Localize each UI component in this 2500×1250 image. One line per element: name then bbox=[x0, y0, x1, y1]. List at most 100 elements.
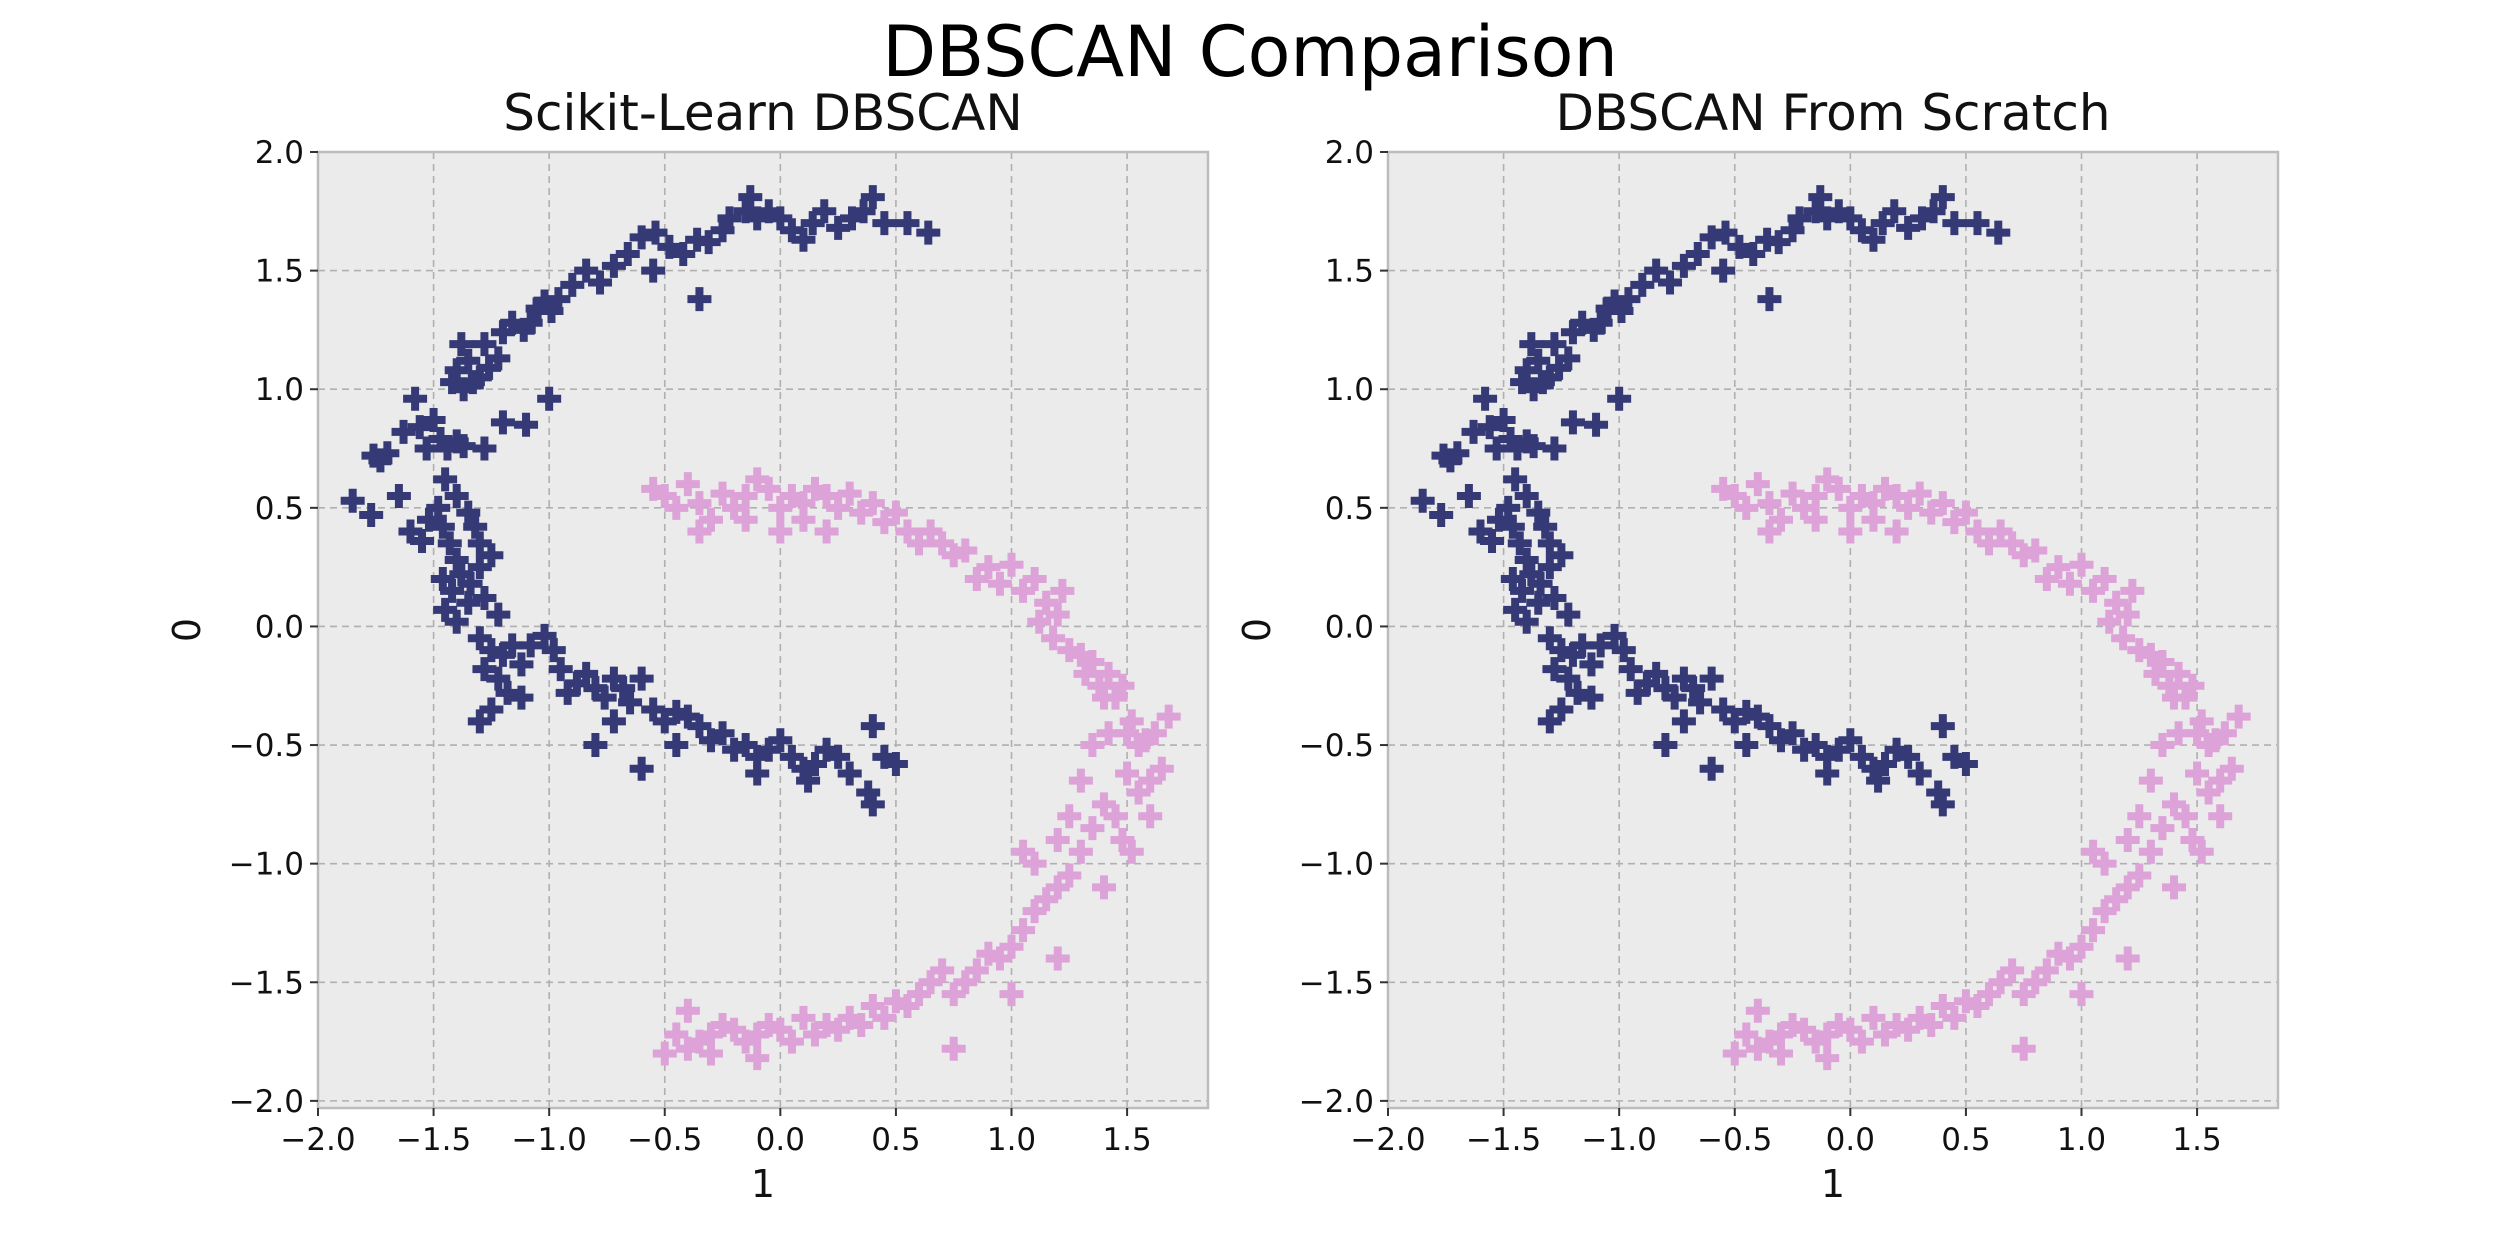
data-point-cluster-1 bbox=[698, 1022, 723, 1047]
data-point-cluster-1 bbox=[2115, 602, 2140, 627]
data-point-cluster-1 bbox=[664, 495, 689, 520]
data-point-cluster-0 bbox=[539, 298, 564, 323]
data-point-cluster-1 bbox=[2196, 733, 2221, 758]
data-point-cluster-1 bbox=[1861, 507, 1886, 532]
data-point-cluster-0 bbox=[1514, 429, 1539, 454]
data-point-cluster-1 bbox=[687, 519, 712, 544]
data-point-cluster-0 bbox=[1477, 415, 1502, 440]
y-tick-label: 1.5 bbox=[255, 254, 304, 290]
y-tick-label: −2.0 bbox=[1299, 1084, 1374, 1120]
data-point-cluster-0 bbox=[451, 434, 476, 459]
data-point-cluster-0 bbox=[1505, 436, 1530, 461]
data-point-cluster-0 bbox=[1722, 709, 1747, 734]
data-point-cluster-1 bbox=[883, 500, 908, 525]
data-point-cluster-1 bbox=[941, 543, 966, 568]
data-point-cluster-1 bbox=[1884, 519, 1909, 544]
data-point-cluster-0 bbox=[1815, 761, 1840, 786]
data-point-cluster-1 bbox=[2111, 626, 2136, 651]
data-point-cluster-1 bbox=[1126, 780, 1151, 805]
data-point-cluster-1 bbox=[826, 1017, 851, 1042]
data-point-cluster-1 bbox=[1826, 1012, 1851, 1037]
x-tick-label: 1.0 bbox=[2057, 1122, 2106, 1158]
data-point-cluster-1 bbox=[2011, 1036, 2036, 1061]
data-point-cluster-1 bbox=[814, 519, 839, 544]
data-point-cluster-0 bbox=[1611, 638, 1636, 663]
data-point-cluster-1 bbox=[1045, 946, 1070, 971]
y-tick-label: −2.0 bbox=[229, 1084, 304, 1120]
scatter-points bbox=[1410, 185, 2251, 1071]
data-point-cluster-0 bbox=[1873, 752, 1898, 777]
x-tick-label: 1.5 bbox=[1102, 1122, 1151, 1158]
data-point-cluster-1 bbox=[1138, 804, 1163, 829]
data-point-cluster-0 bbox=[641, 697, 666, 722]
x-tick-label: 0.0 bbox=[1826, 1122, 1875, 1158]
data-point-cluster-0 bbox=[657, 234, 682, 259]
data-point-cluster-0 bbox=[1431, 443, 1456, 468]
data-point-cluster-1 bbox=[1096, 661, 1121, 686]
data-point-cluster-1 bbox=[791, 1005, 816, 1030]
data-point-cluster-0 bbox=[1849, 218, 1874, 243]
data-point-cluster-0 bbox=[1560, 642, 1585, 667]
y-tick-label: 1.0 bbox=[255, 372, 304, 408]
data-point-cluster-0 bbox=[1662, 685, 1687, 710]
data-point-cluster-0 bbox=[1542, 585, 1567, 610]
data-point-cluster-0 bbox=[664, 733, 689, 758]
data-point-cluster-1 bbox=[2115, 875, 2140, 900]
data-point-cluster-1 bbox=[2196, 780, 2221, 805]
data-point-cluster-0 bbox=[856, 780, 881, 805]
data-point-cluster-1 bbox=[2208, 768, 2233, 793]
data-point-cluster-1 bbox=[1768, 1022, 1793, 1047]
data-point-cluster-1 bbox=[1022, 851, 1047, 876]
data-point-cluster-1 bbox=[1826, 476, 1851, 501]
data-point-cluster-1 bbox=[1722, 1041, 1747, 1066]
data-point-cluster-1 bbox=[860, 993, 885, 1018]
data-point-cluster-0 bbox=[1560, 320, 1585, 345]
data-point-cluster-0 bbox=[1468, 519, 1493, 544]
data-point-cluster-1 bbox=[652, 483, 677, 508]
data-point-cluster-1 bbox=[1045, 875, 1070, 900]
data-point-cluster-0 bbox=[779, 744, 804, 769]
data-point-cluster-1 bbox=[2166, 721, 2191, 746]
data-point-cluster-1 bbox=[2034, 566, 2059, 591]
data-point-cluster-1 bbox=[1919, 500, 1944, 525]
data-point-cluster-1 bbox=[1792, 495, 1817, 520]
data-point-cluster-0 bbox=[738, 185, 763, 210]
data-point-cluster-1 bbox=[1022, 566, 1047, 591]
data-point-cluster-1 bbox=[2226, 704, 2251, 729]
data-point-cluster-0 bbox=[1685, 242, 1710, 267]
data-point-cluster-1 bbox=[2150, 733, 2175, 758]
data-point-cluster-0 bbox=[518, 310, 543, 335]
data-point-cluster-0 bbox=[1602, 289, 1627, 314]
data-point-cluster-0 bbox=[1549, 638, 1574, 663]
data-point-cluster-1 bbox=[2057, 946, 2082, 971]
data-point-cluster-0 bbox=[768, 728, 793, 753]
data-point-cluster-1 bbox=[803, 476, 828, 501]
data-point-cluster-1 bbox=[953, 970, 978, 995]
data-point-cluster-1 bbox=[987, 946, 1012, 971]
data-point-cluster-0 bbox=[1542, 436, 1567, 461]
data-point-cluster-1 bbox=[1057, 638, 1082, 663]
axes-frame bbox=[1386, 150, 2280, 1110]
data-point-cluster-0 bbox=[687, 714, 712, 739]
data-point-cluster-0 bbox=[803, 752, 828, 777]
data-point-cluster-1 bbox=[1057, 863, 1082, 888]
data-point-cluster-0 bbox=[437, 531, 462, 556]
data-point-cluster-0 bbox=[456, 590, 481, 615]
data-point-cluster-0 bbox=[601, 253, 626, 278]
data-point-cluster-0 bbox=[641, 258, 666, 283]
data-point-cluster-0 bbox=[629, 225, 654, 250]
data-point-cluster-0 bbox=[1815, 744, 1840, 769]
data-point-cluster-0 bbox=[449, 332, 474, 357]
x-tick-label: −0.5 bbox=[1697, 1122, 1772, 1158]
data-point-cluster-0 bbox=[1429, 502, 1454, 527]
data-point-cluster-0 bbox=[1510, 578, 1535, 603]
data-point-cluster-1 bbox=[2173, 685, 2198, 710]
data-point-cluster-0 bbox=[1741, 242, 1766, 267]
data-point-cluster-0 bbox=[1514, 358, 1539, 383]
data-point-cluster-0 bbox=[675, 704, 700, 729]
data-point-cluster-1 bbox=[2092, 851, 2117, 876]
data-point-cluster-1 bbox=[1011, 839, 1036, 864]
data-point-cluster-1 bbox=[2092, 566, 2117, 591]
data-point-cluster-1 bbox=[930, 958, 955, 983]
